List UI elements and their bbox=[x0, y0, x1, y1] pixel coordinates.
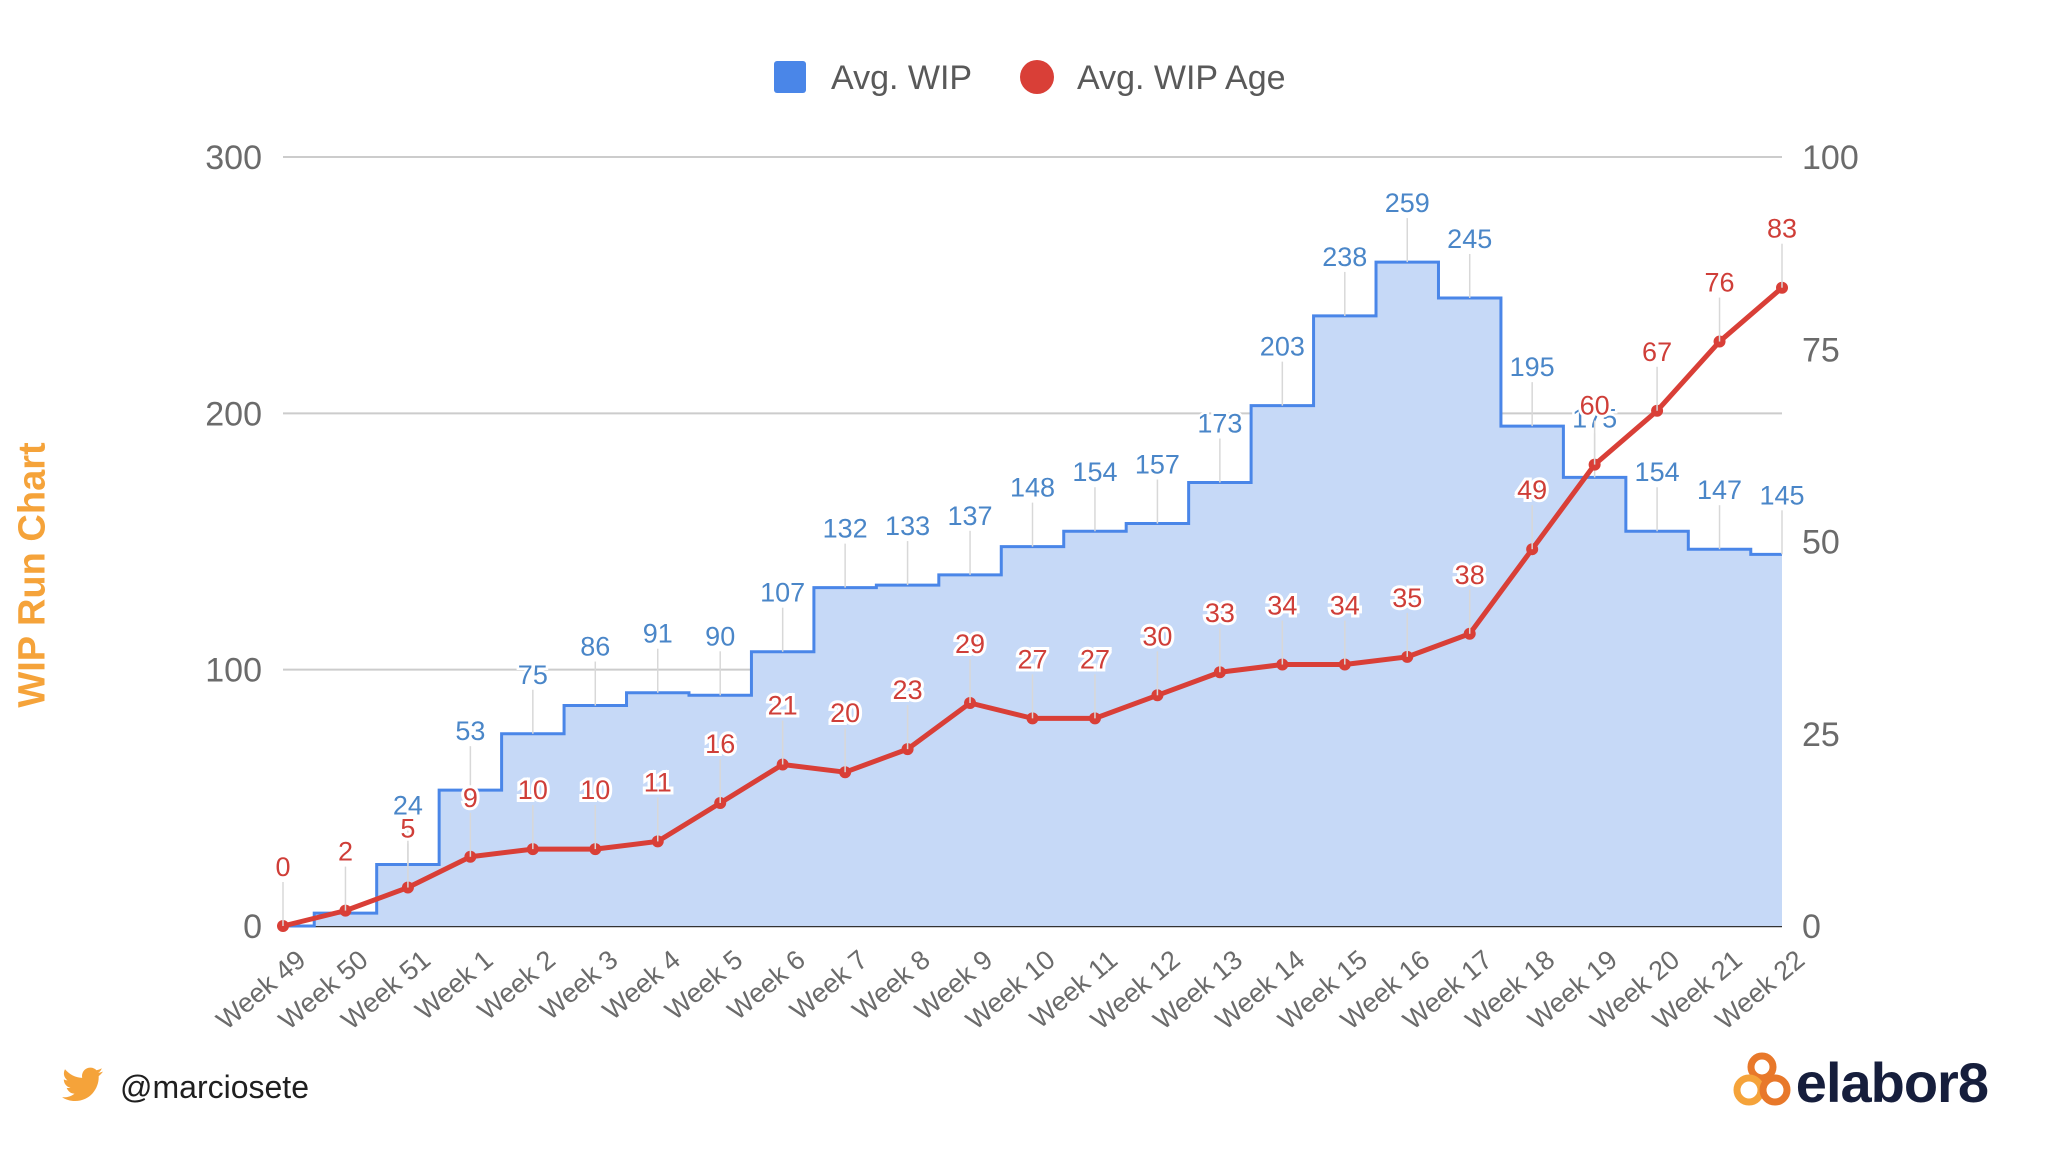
twitter-handle: @marciosete bbox=[62, 1062, 309, 1112]
avg-wip-age-data-label: 9 bbox=[463, 783, 478, 813]
avg-wip-data-label: 259 bbox=[1385, 188, 1430, 218]
avg-wip-data-label: 133 bbox=[885, 511, 930, 541]
avg-wip-data-label: 145 bbox=[1759, 480, 1804, 510]
avg-wip-data-label: 154 bbox=[1635, 457, 1680, 487]
avg-wip-age-data-label: 29 bbox=[955, 629, 985, 659]
avg-wip-age-data-label: 16 bbox=[705, 729, 735, 759]
avg-wip-age-data-label: 10 bbox=[580, 775, 610, 805]
avg-wip-data-label: 24 bbox=[393, 790, 423, 820]
avg-wip-age-data-label: 2 bbox=[338, 837, 353, 867]
right-axis-tick-label: 100 bbox=[1802, 139, 1859, 177]
avg-wip-data-label: 195 bbox=[1510, 352, 1555, 382]
avg-wip-data-label: 147 bbox=[1697, 475, 1742, 505]
avg-wip-age-data-label: 0 bbox=[275, 852, 290, 882]
avg-wip-age-data-label: 5 bbox=[400, 814, 415, 844]
avg-wip-age-data-label: 34 bbox=[1330, 591, 1360, 621]
avg-wip-age-data-label: 34 bbox=[1267, 591, 1297, 621]
right-axis-tick-label: 25 bbox=[1802, 716, 1840, 754]
avg-wip-age-data-label: 10 bbox=[518, 775, 548, 805]
avg-wip-age-data-label: 23 bbox=[893, 675, 923, 705]
avg-wip-data-label: 203 bbox=[1260, 332, 1305, 362]
avg-wip-age-data-label: 35 bbox=[1392, 583, 1422, 613]
avg-wip-age-legend-label: Avg. WIP Age bbox=[1077, 59, 1286, 97]
elabor8-mark-icon bbox=[1732, 1051, 1792, 1114]
avg-wip-legend-label: Avg. WIP bbox=[831, 59, 972, 97]
chart-legend: Avg. WIP Avg. WIP Age bbox=[774, 59, 1286, 97]
left-axis-tick-label: 300 bbox=[205, 139, 262, 177]
avg-wip-age-data-label: 20 bbox=[830, 698, 860, 728]
avg-wip-age-data-label: 76 bbox=[1705, 268, 1735, 298]
avg-wip-age-data-label: 60 bbox=[1580, 391, 1610, 421]
avg-wip-data-label: 245 bbox=[1447, 224, 1492, 254]
avg-wip-data-label: 107 bbox=[760, 578, 805, 608]
avg-wip-data-label: 157 bbox=[1135, 450, 1180, 480]
avg-wip-data-label: 53 bbox=[455, 716, 485, 746]
avg-wip-age-data-label: 27 bbox=[1080, 644, 1110, 674]
chart-side-title: WIP Run Chart bbox=[11, 442, 54, 708]
elabor8-logo: elabor8 bbox=[1732, 1050, 1989, 1115]
avg-wip-data-label: 148 bbox=[1010, 473, 1055, 503]
avg-wip-age-data-label: 11 bbox=[644, 767, 672, 797]
avg-wip-age-data-labels: 0 2 5 9 10 10 11 16 21 20 23 29 27 27 30 33 34 34 35 38 49 60… bbox=[272, 211, 1800, 926]
avg-wip-age-data-label: 21 bbox=[768, 691, 798, 721]
avg-wip-data-label: 173 bbox=[1197, 409, 1242, 439]
avg-wip-data-label: 86 bbox=[580, 632, 610, 662]
left-axis-tick-label: 0 bbox=[243, 908, 262, 946]
avg-wip-age-legend-marker bbox=[1020, 60, 1054, 94]
avg-wip-area bbox=[283, 262, 1782, 926]
avg-wip-age-data-label: 27 bbox=[1017, 644, 1047, 674]
avg-wip-data-label: 132 bbox=[823, 514, 868, 544]
left-axis-tick-label: 100 bbox=[205, 652, 262, 690]
right-axis-tick-label: 0 bbox=[1802, 908, 1821, 946]
avg-wip-data-label: 91 bbox=[643, 619, 673, 649]
right-axis-tick-label: 50 bbox=[1802, 524, 1840, 562]
avg-wip-age-data-label: 83 bbox=[1767, 214, 1797, 244]
avg-wip-age-data-label: 49 bbox=[1517, 475, 1547, 505]
avg-wip-age-data-label: 30 bbox=[1142, 621, 1172, 651]
avg-wip-data-label: 90 bbox=[705, 621, 735, 651]
right-axis-ticks: 0 25 50 75 100 bbox=[1802, 139, 1859, 946]
avg-wip-age-data-label: 33 bbox=[1205, 598, 1235, 628]
left-axis-tick-label: 200 bbox=[205, 395, 262, 433]
twitter-handle-text: @marciosete bbox=[120, 1068, 309, 1105]
avg-wip-age-data-label: 38 bbox=[1455, 560, 1485, 590]
elabor8-logo-text: elabor8 bbox=[1795, 1051, 1989, 1114]
avg-wip-data-label: 238 bbox=[1322, 242, 1367, 272]
twitter-bird-icon bbox=[62, 1067, 104, 1108]
avg-wip-legend-swatch bbox=[774, 61, 806, 93]
avg-wip-age-data-label: 67 bbox=[1642, 337, 1672, 367]
avg-wip-data-label: 75 bbox=[518, 660, 548, 690]
left-axis-ticks: 0 100 200 300 bbox=[205, 139, 262, 946]
avg-wip-data-label: 154 bbox=[1072, 457, 1117, 487]
avg-wip-step-line bbox=[283, 260, 1782, 928]
right-axis-tick-label: 75 bbox=[1802, 331, 1840, 369]
avg-wip-data-label: 137 bbox=[948, 501, 993, 531]
